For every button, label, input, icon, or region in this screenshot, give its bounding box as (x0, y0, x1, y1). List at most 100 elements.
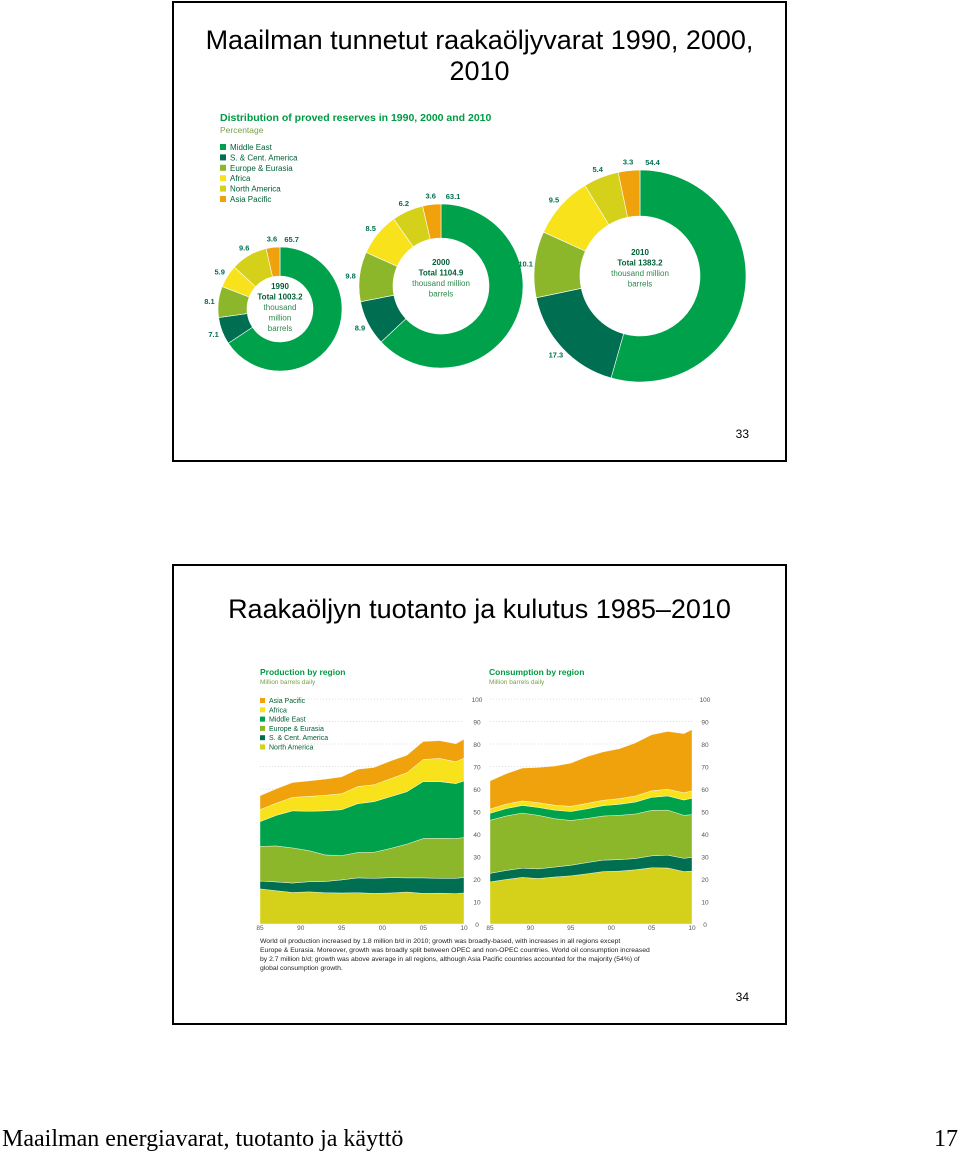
legend-swatch (220, 196, 226, 202)
legend-label: Africa (269, 707, 287, 714)
slice-value-label: 65.7 (284, 235, 299, 244)
area-series (259, 738, 465, 810)
legend-swatch (220, 144, 226, 150)
donut-center-label: Total 1104.9 (419, 269, 464, 278)
y-tick-label: 60 (701, 787, 709, 794)
slice-value-label: 17.3 (549, 350, 564, 359)
donut-center-label: thousand (264, 303, 297, 312)
legend-label: North America (230, 185, 281, 194)
production-legend: Asia Pacific Africa Middle East Europe & Eu… (260, 698, 328, 752)
legend-swatch (220, 175, 226, 182)
y-tick-label: 100 (472, 697, 483, 704)
x-tick-label: 85 (256, 925, 264, 932)
area-series (489, 729, 693, 810)
donut-center-label: Total 1003.2 (257, 293, 303, 302)
y-tick-label: 60 (473, 787, 481, 794)
legend-label: North America (269, 745, 313, 752)
legend-swatch (220, 185, 226, 192)
slice-value-label: 3.3 (623, 158, 633, 167)
donut-center-label: thousand million (412, 279, 470, 288)
slice-value-label: 8.1 (204, 297, 214, 306)
y-tick-label: 0 (703, 922, 707, 929)
slice-value-label: 9.5 (549, 196, 559, 205)
page-number: 33 (735, 427, 749, 441)
x-tick-label: 90 (297, 925, 305, 932)
y-tick-label: 30 (473, 855, 481, 862)
slice-value-label: 7.1 (208, 330, 218, 339)
slice-value-label: 9.8 (345, 272, 355, 281)
area-series (259, 888, 465, 925)
y-tick-label: 70 (701, 765, 709, 772)
x-tick-label: 90 (527, 925, 535, 932)
y-tick-label: 40 (473, 832, 481, 839)
donut-center-label: Total 1383.2 (617, 259, 663, 268)
x-tick-label: 10 (688, 925, 696, 932)
y-tick-label: 70 (473, 765, 481, 772)
caption-line: by 2.7 million b/d; growth was above ave… (260, 956, 640, 963)
donut-center-label: 2010 (631, 248, 649, 257)
production-title: Production by region (260, 667, 345, 677)
y-tick-label: 50 (701, 810, 709, 817)
y-tick-label: 10 (473, 900, 481, 907)
donut-slice (617, 169, 641, 218)
x-tick-label: 05 (648, 925, 656, 932)
y-tick-label: 40 (701, 832, 709, 839)
slice-value-label: 5.9 (214, 268, 224, 277)
slide-title: Raakaöljyn tuotanto ja kulutus 1985–2010 (228, 594, 731, 624)
donut-center-label: million (269, 314, 292, 323)
x-tick-label: 00 (608, 925, 616, 932)
slide-production-consumption: Raakaöljyn tuotanto ja kulutus 1985–2010… (172, 564, 787, 1025)
production-subtitle: Million barrels daily (260, 679, 316, 686)
donut-slice (265, 246, 281, 278)
y-tick-label: 20 (473, 877, 481, 884)
page-number: 34 (735, 990, 749, 1004)
slice-value-label: 8.9 (355, 323, 365, 332)
y-tick-label: 50 (473, 810, 481, 817)
x-tick-label: 05 (420, 925, 428, 932)
caption-line: global consumption growth. (260, 965, 343, 972)
slice-value-label: 63.1 (446, 192, 461, 201)
donut-hole (580, 216, 700, 336)
figure-subtitle: Percentage (220, 125, 264, 135)
x-tick-label: 95 (567, 925, 575, 932)
donut-hole (247, 276, 313, 342)
slice-value-label: 10.1 (518, 259, 533, 268)
legend-swatch (220, 154, 226, 161)
donut-center-label: barrels (268, 324, 292, 333)
slice-value-label: 54.4 (645, 158, 660, 167)
donut-slice (422, 203, 442, 240)
donut-center-label: 1990 (271, 282, 289, 291)
y-tick-label: 0 (475, 922, 479, 929)
legend-label: Asia Pacific (230, 195, 271, 204)
x-tick-label: 95 (338, 925, 346, 932)
legend-label: Middle East (230, 143, 273, 152)
legend-swatch (260, 744, 265, 750)
y-tick-label: 10 (701, 900, 709, 907)
consumption-subtitle: Million barrels daily (489, 679, 545, 686)
donut-slice (227, 246, 343, 372)
consumption-title: Consumption by region (489, 667, 584, 677)
y-tick-label: 90 (701, 720, 709, 727)
reserves-figure: Distribution of proved reserves in 1990,… (204, 112, 747, 383)
figure-title: Distribution of proved reserves in 1990,… (220, 112, 492, 124)
x-tick-label: 10 (460, 925, 468, 932)
donut-center-label: barrels (429, 290, 453, 299)
figure-caption: World oil production increased by 1.8 mi… (260, 938, 650, 972)
caption-line: Europe & Eurasia. Moreover, growth was b… (260, 947, 650, 954)
footer-page-number: 17 (934, 1126, 958, 1152)
slice-value-label: 5.4 (592, 165, 603, 174)
y-tick-label: 100 (700, 697, 711, 704)
donut-hole (393, 238, 489, 334)
legend-swatch (260, 716, 265, 722)
legend-swatch (220, 164, 226, 171)
legend-swatch (260, 725, 265, 731)
donut-slice (380, 203, 524, 369)
slice-value-label: 8.5 (366, 224, 376, 233)
y-tick-label: 30 (701, 855, 709, 862)
y-tick-label: 90 (473, 720, 481, 727)
legend-label: Europe & Eurasia (230, 164, 293, 173)
legend-label: Europe & Eurasia (269, 726, 324, 733)
legend-swatch (260, 698, 265, 703)
